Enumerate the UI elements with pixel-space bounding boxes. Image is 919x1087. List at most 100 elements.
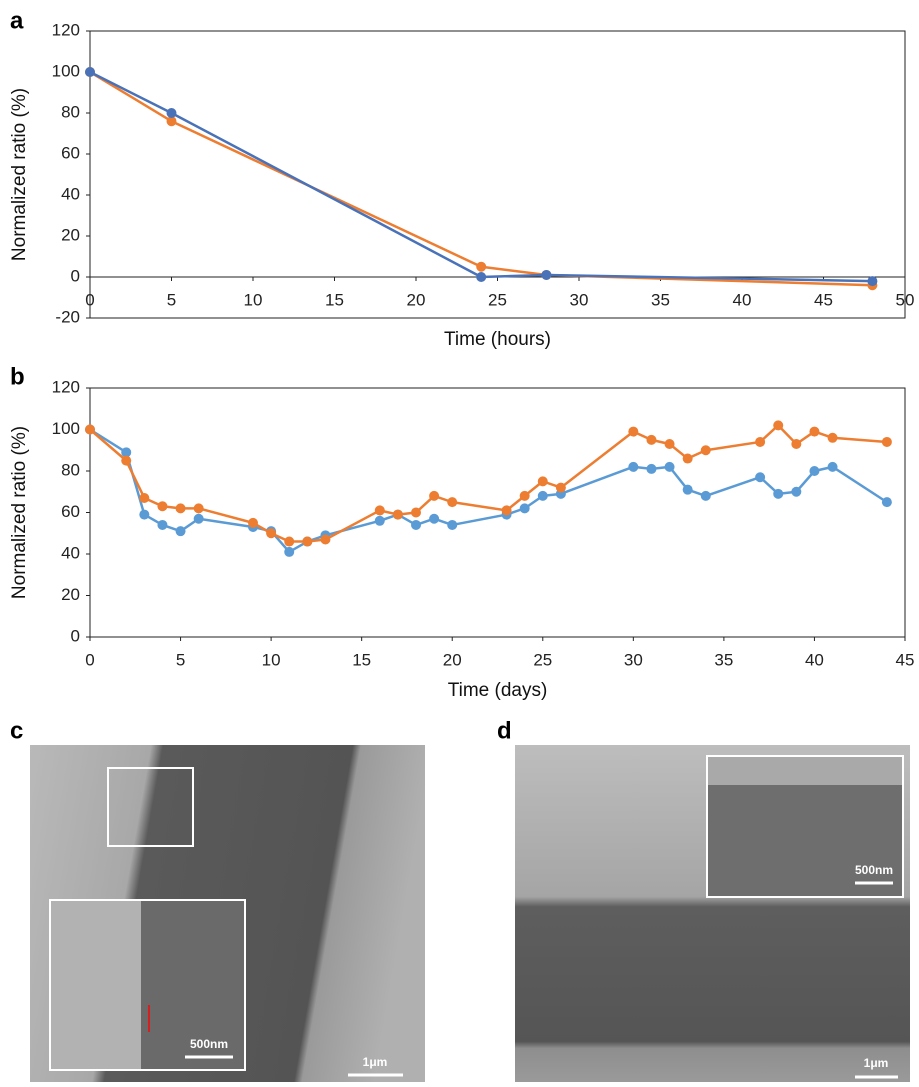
data-point — [284, 536, 295, 547]
data-point — [374, 515, 385, 526]
x-tick-label: 5 — [176, 650, 185, 669]
panel-label: a — [10, 7, 24, 34]
data-point — [827, 461, 838, 472]
y-tick-label: -20 — [55, 307, 80, 326]
data-point — [411, 519, 421, 530]
x-tick-label: 35 — [714, 650, 733, 669]
data-point — [139, 492, 150, 503]
panel-d: d 500nm 1μm — [497, 717, 910, 1082]
y-tick-label: 40 — [61, 543, 80, 562]
data-point — [646, 434, 657, 445]
data-point — [628, 426, 639, 437]
data-point — [374, 505, 385, 516]
x-tick-label: 30 — [570, 290, 589, 309]
y-tick-label: 120 — [52, 377, 80, 396]
x-tick-label: 0 — [85, 290, 94, 309]
data-point — [175, 526, 186, 537]
y-tick-label: 20 — [61, 585, 80, 604]
data-point — [867, 276, 878, 287]
data-point — [121, 455, 132, 466]
y-tick-label: 40 — [61, 184, 80, 203]
x-tick-label: 15 — [352, 650, 371, 669]
data-point — [881, 436, 892, 447]
data-point — [541, 269, 552, 280]
data-point — [85, 67, 95, 77]
data-point — [157, 519, 168, 530]
inset-region — [51, 901, 141, 1069]
x-tick-label: 10 — [244, 290, 263, 309]
data-point — [501, 505, 512, 516]
panel-label: b — [10, 363, 25, 390]
data-point — [664, 439, 675, 450]
data-point — [682, 453, 693, 464]
data-point — [755, 472, 766, 483]
x-tick-label: 50 — [896, 290, 915, 309]
y-tick-label: 100 — [52, 419, 80, 438]
series-line — [89, 428, 888, 554]
data-point — [248, 517, 258, 528]
data-point — [773, 420, 784, 431]
y-tick-label: 80 — [61, 460, 80, 479]
x-tick-label: 20 — [407, 290, 426, 309]
data-point — [773, 488, 784, 499]
data-point — [447, 497, 458, 508]
data-point — [175, 503, 186, 514]
x-axis-title: Time (days) — [448, 680, 548, 701]
panel-label: c — [10, 717, 23, 744]
data-point — [791, 486, 802, 497]
data-point — [193, 503, 204, 514]
data-point — [700, 490, 711, 501]
y-tick-label: 60 — [61, 143, 80, 162]
data-point — [193, 513, 204, 524]
x-tick-label: 45 — [814, 290, 833, 309]
data-point — [429, 490, 440, 501]
data-point — [519, 503, 530, 514]
chart: a -20 0 20 40 60 80 100 120 0 5 10 15 20 25 30 35 40 45 50 T… — [9, 7, 914, 350]
data-point — [320, 534, 331, 545]
series-line — [89, 70, 873, 283]
data-point — [166, 108, 177, 118]
data-point — [447, 519, 458, 530]
data-point — [411, 507, 421, 518]
data-point — [85, 424, 95, 435]
y-axis-title: Normalized ratio (%) — [9, 88, 30, 261]
data-point — [555, 482, 566, 493]
data-point — [537, 476, 548, 487]
zoom-box — [107, 767, 194, 847]
data-point — [881, 497, 892, 508]
scale-label: 500nm — [190, 1037, 228, 1051]
y-tick-label: 120 — [52, 20, 80, 39]
scale-label: 1μm — [864, 1056, 889, 1070]
x-tick-label: 30 — [624, 650, 643, 669]
x-tick-label: 15 — [325, 290, 344, 309]
data-point — [266, 528, 277, 539]
scale-label: 1μm — [363, 1055, 388, 1069]
data-point — [791, 439, 802, 450]
y-tick-label: 20 — [61, 225, 80, 244]
y-tick-label: 60 — [61, 502, 80, 521]
data-point — [809, 426, 820, 437]
panel-c: c 500nm 1μm — [10, 717, 425, 1082]
data-point — [628, 461, 639, 472]
data-point — [284, 546, 295, 557]
data-point — [476, 272, 487, 282]
inset-region — [708, 757, 902, 785]
data-point — [121, 447, 132, 458]
y-tick-label: 80 — [61, 102, 80, 121]
x-tick-label: 20 — [443, 650, 462, 669]
x-tick-label: 40 — [733, 290, 752, 309]
data-point — [429, 513, 440, 524]
data-point — [827, 432, 838, 443]
data-point — [166, 116, 177, 127]
x-axis-title: Time (hours) — [444, 329, 551, 350]
x-tick-label: 5 — [167, 290, 176, 309]
data-point — [157, 501, 168, 512]
data-point — [139, 509, 150, 520]
series-line — [89, 70, 873, 287]
x-tick-label: 10 — [262, 650, 281, 669]
chart: b 0 20 40 60 80 100 120 0 5 10 15 20 25 30 35 40 45 Time (… — [9, 363, 914, 701]
data-point — [519, 490, 530, 501]
x-tick-label: 35 — [651, 290, 670, 309]
plot-frame — [89, 30, 906, 319]
